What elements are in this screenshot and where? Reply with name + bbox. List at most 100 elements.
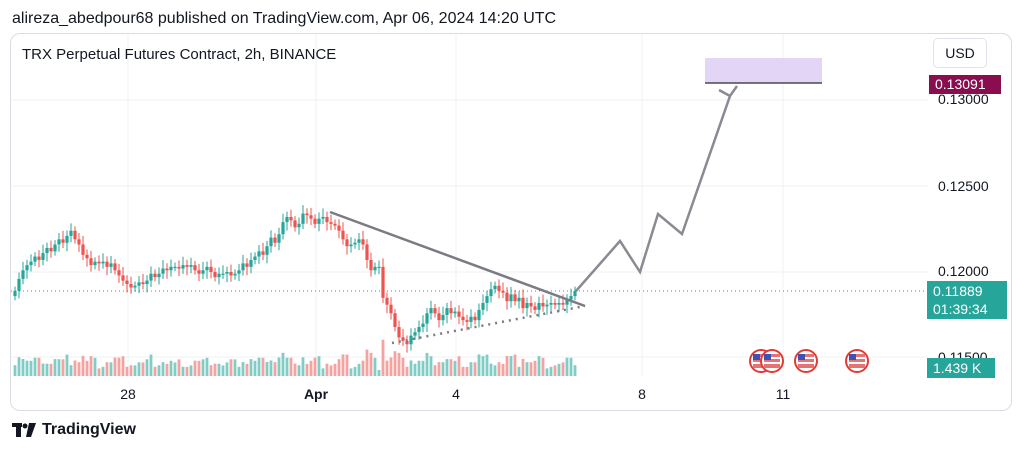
candle-body: [425, 313, 429, 324]
volume-bar: [425, 352, 429, 376]
candle-body: [241, 263, 245, 271]
target-zone[interactable]: [705, 58, 822, 83]
candle-body: [449, 308, 453, 314]
candle-body: [285, 216, 289, 223]
volume-bar: [33, 357, 37, 376]
volume-bar: [393, 351, 397, 376]
volume-bar: [181, 366, 185, 376]
volume-bar: [533, 360, 537, 376]
volume-bar: [501, 363, 505, 376]
candle-body: [61, 239, 65, 243]
chart-frame[interactable]: [10, 33, 1012, 411]
volume-bar: [333, 363, 337, 376]
volume-bar: [365, 349, 369, 376]
volume-bar: [401, 357, 405, 376]
y-tick-label: 0.11500: [938, 349, 988, 360]
y-tick-label: 0.12000: [938, 263, 989, 279]
volume-bar: [233, 359, 237, 376]
candle-body: [517, 297, 521, 302]
candle-body: [17, 278, 21, 291]
volume-bar: [205, 357, 209, 376]
candle-body: [181, 265, 185, 269]
candle-body: [245, 263, 249, 267]
support-trendline[interactable]: [391, 304, 586, 345]
candle-body: [297, 223, 301, 228]
volume-bar: [349, 368, 353, 376]
volume-bar: [145, 359, 149, 376]
candle-body: [113, 263, 117, 271]
candle-body: [301, 213, 305, 224]
volume-bar: [45, 363, 49, 376]
us-event-flag[interactable]: [760, 349, 784, 373]
candle-body: [281, 222, 285, 235]
currency-button[interactable]: USD: [933, 38, 987, 68]
candle-body: [549, 302, 553, 305]
candle-body: [177, 266, 181, 269]
symbol-title: TRX Perpetual Futures Contract, 2h, BINA…: [22, 46, 337, 63]
volume-bar: [213, 363, 217, 376]
volume-bar: [289, 357, 293, 376]
candle-body: [89, 258, 93, 266]
volume-bar: [269, 360, 273, 376]
volume-bar: [541, 357, 545, 376]
volume-bar: [545, 368, 549, 376]
candle-body: [249, 259, 253, 267]
candle-body: [77, 239, 81, 245]
candle-body: [81, 244, 85, 255]
tradingview-brand: TradingView: [12, 421, 136, 439]
candle-body: [97, 261, 101, 264]
candle-body: [385, 297, 389, 305]
volume-bar: [189, 365, 193, 376]
volume-bar: [513, 354, 517, 376]
volume-bar: [257, 357, 261, 376]
candle-body: [121, 275, 125, 281]
volume-bar: [117, 357, 121, 376]
volume-bar: [297, 365, 301, 376]
volume-bar: [429, 356, 433, 376]
volume-bar: [477, 354, 481, 376]
resistance-trendline[interactable]: [329, 210, 586, 308]
candle-body: [109, 263, 113, 267]
volume-bar: [221, 365, 225, 376]
candle-body: [189, 265, 193, 267]
volume-bar: [381, 339, 385, 376]
volume-bar: [321, 368, 325, 376]
volume-bar: [317, 356, 321, 376]
candle-body: [537, 302, 541, 310]
volume-bar: [565, 357, 569, 376]
projected-path[interactable]: [575, 95, 732, 292]
candle-body: [193, 265, 197, 271]
candle-body: [209, 266, 213, 272]
us-event-flag[interactable]: [794, 349, 818, 373]
candle-body: [329, 222, 333, 224]
volume-bars: [13, 339, 577, 376]
candle-body: [161, 268, 165, 274]
volume-tag: 1.439 K: [927, 358, 995, 378]
candle-body: [197, 270, 201, 274]
candle-body: [225, 272, 229, 274]
candle-body: [313, 218, 317, 224]
candle-body: [117, 270, 121, 276]
candle-body: [369, 259, 373, 271]
volume-bar: [177, 359, 181, 376]
volume-bar: [241, 362, 245, 376]
volume-bar: [49, 363, 53, 376]
volume-bar: [193, 360, 197, 376]
candle-body: [377, 266, 381, 269]
volume-bar: [489, 363, 493, 376]
candle-body: [45, 247, 49, 254]
us-event-flag[interactable]: [845, 349, 869, 373]
candle-body: [405, 340, 409, 345]
volume-bar: [93, 357, 97, 376]
volume-bar: [493, 365, 497, 376]
candle-body: [345, 239, 349, 247]
candle-body: [233, 273, 237, 276]
x-tick-label: 11: [775, 386, 791, 402]
volume-bar: [157, 365, 161, 376]
candle-body: [541, 302, 545, 307]
candle-body: [53, 244, 57, 252]
candle-body: [505, 292, 509, 302]
candle-body: [521, 297, 525, 309]
volume-bar: [301, 357, 305, 376]
